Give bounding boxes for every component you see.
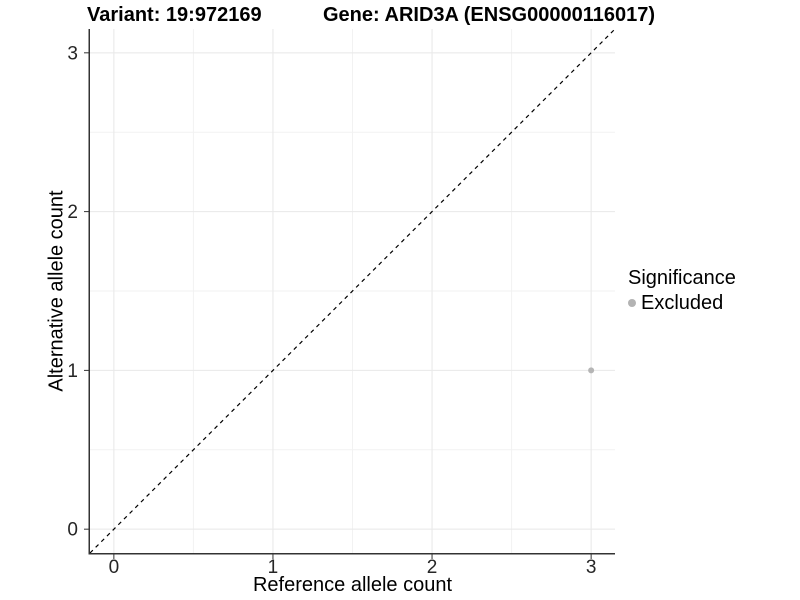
legend-item-label: Excluded — [641, 292, 724, 314]
y-tick-label: 1 — [67, 361, 78, 382]
legend: Significance Excluded — [628, 266, 736, 314]
x-tick-label: 2 — [427, 557, 438, 578]
plot-title-gene: Gene: ARID3A (ENSG00000116017) — [323, 4, 656, 26]
data-point — [588, 367, 595, 374]
y-tick-label: 0 — [67, 520, 78, 541]
plot-title-variant: Variant: 19:972169 — [87, 4, 262, 26]
y-tick-label: 2 — [67, 202, 78, 223]
x-tick-label: 0 — [109, 557, 120, 578]
y-axis-title: Alternative allele count — [45, 190, 68, 392]
x-axis-title: Reference allele count — [252, 574, 452, 596]
x-tick-label: 3 — [586, 557, 597, 578]
plot-panel: 0 1 2 3 0 1 2 3 — [67, 29, 616, 578]
y-tick-label: 3 — [67, 43, 78, 64]
legend-item-excluded: Excluded — [628, 292, 736, 314]
x-tick-label: 1 — [268, 557, 279, 578]
identity-line — [89, 29, 616, 554]
legend-title: Significance — [628, 267, 736, 289]
legend-point-icon — [628, 299, 636, 307]
